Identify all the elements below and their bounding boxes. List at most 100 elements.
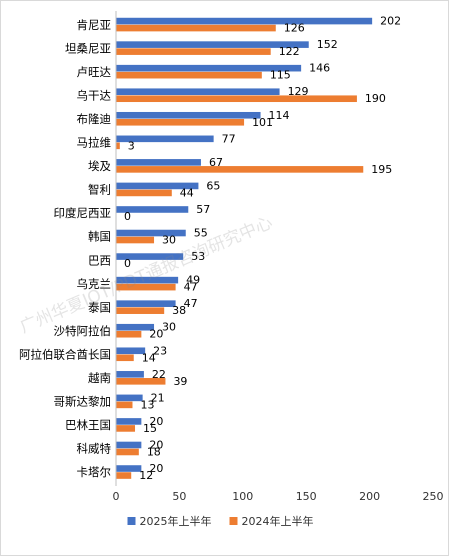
bar-2024h1 (116, 189, 172, 197)
bar-2024h1 (116, 307, 165, 314)
category-label: 泰国 (88, 300, 111, 314)
data-label: 30 (162, 321, 176, 334)
legend: 2025年上半年 2024年上半年 (127, 514, 314, 528)
data-label: 77 (222, 132, 236, 145)
category-label: 阿拉伯联合酋长国 (19, 347, 111, 361)
bar-2025h1 (116, 41, 309, 48)
bar-2024h1 (116, 283, 176, 291)
bar-2025h1 (116, 418, 142, 425)
data-label: 18 (147, 445, 161, 458)
data-label: 20 (149, 462, 163, 475)
data-label: 202 (380, 15, 401, 28)
bar-2025h1 (116, 371, 144, 378)
category-label: 乌干达 (77, 88, 112, 102)
data-label: 30 (162, 234, 176, 247)
legend-label: 2024年上半年 (242, 514, 314, 528)
bar-2024h1 (116, 330, 142, 338)
category-label: 哥斯达黎加 (54, 395, 112, 409)
data-label: 53 (191, 250, 205, 263)
bar-2024h1 (116, 401, 133, 409)
data-label: 20 (149, 328, 163, 341)
data-label: 55 (194, 227, 208, 240)
data-label: 65 (206, 179, 220, 192)
data-label: 114 (269, 109, 290, 122)
bar-2025h1 (116, 323, 155, 331)
category-label: 肯尼亚 (77, 18, 112, 32)
data-label: 12 (139, 469, 153, 482)
data-label: 146 (309, 62, 330, 75)
bar-2025h1 (116, 229, 186, 237)
x-tick-label: 250 (423, 490, 444, 503)
data-label: 49 (186, 274, 200, 287)
bar-2025h1 (116, 182, 199, 190)
bar-2025h1 (116, 253, 184, 260)
category-label: 巴西 (88, 253, 111, 267)
x-axis: 0 50 100 150 200 250 (113, 11, 444, 503)
bar-2025h1 (116, 17, 373, 25)
bar-2025h1 (116, 135, 214, 143)
data-label: 47 (184, 281, 198, 294)
x-tick-label: 0 (113, 490, 120, 503)
bar-2024h1 (116, 95, 357, 103)
bar-2025h1 (116, 159, 201, 166)
category-label: 布隆迪 (77, 112, 112, 126)
category-label: 沙特阿拉伯 (54, 324, 112, 338)
bars-layer (116, 17, 373, 479)
data-label: 22 (152, 368, 166, 381)
bar-2024h1 (116, 236, 155, 244)
bar-2025h1 (116, 111, 261, 119)
category-label: 卢旺达 (77, 65, 112, 79)
data-label: 23 (153, 344, 167, 357)
bar-2024h1 (116, 24, 276, 32)
data-label: 0 (124, 257, 131, 270)
data-label: 21 (151, 391, 165, 404)
bar-2025h1 (116, 206, 189, 213)
x-tick-label: 100 (232, 490, 253, 503)
category-label: 卡塔尔 (77, 465, 112, 479)
data-label: 122 (279, 45, 300, 58)
bar-2025h1 (116, 64, 302, 72)
data-label: 67 (209, 156, 223, 169)
data-label: 20 (149, 438, 163, 451)
bar-2025h1 (116, 276, 179, 284)
bar-2025h1 (116, 465, 142, 472)
data-label: 39 (173, 375, 187, 388)
legend-swatch (127, 517, 136, 525)
data-label: 13 (140, 398, 154, 411)
bar-2025h1 (116, 88, 280, 96)
x-tick-label: 150 (296, 490, 317, 503)
category-label: 埃及 (88, 159, 111, 173)
bar-2024h1 (116, 166, 364, 173)
legend-label: 2025年上半年 (140, 514, 212, 528)
category-label: 智利 (88, 183, 111, 197)
bar-2024h1 (116, 142, 120, 150)
data-label: 38 (172, 304, 186, 317)
bar-2024h1 (116, 118, 245, 126)
data-label: 195 (371, 163, 392, 176)
bar-2024h1 (116, 354, 134, 362)
legend-swatch (229, 517, 238, 525)
data-label: 15 (143, 422, 157, 435)
category-label: 坦桑尼亚 (65, 41, 111, 55)
data-label: 47 (184, 297, 198, 310)
data-label: 14 (142, 351, 156, 364)
category-label: 巴林王国 (65, 418, 111, 432)
bar-2024h1 (116, 425, 136, 432)
category-label: 马拉维 (77, 136, 112, 150)
data-label: 129 (288, 85, 309, 98)
data-label: 190 (365, 92, 386, 105)
category-label: 韩国 (88, 230, 111, 244)
data-label: 3 (128, 139, 135, 152)
bar-2024h1 (116, 448, 139, 456)
data-label: 0 (124, 210, 131, 223)
bar-2024h1 (116, 48, 271, 55)
bar-2024h1 (116, 71, 262, 79)
category-label: 科威特 (77, 442, 112, 456)
bar-2025h1 (116, 441, 142, 449)
data-label: 152 (317, 38, 338, 51)
data-label: 126 (284, 22, 305, 35)
category-label: 印度尼西亚 (54, 206, 112, 220)
